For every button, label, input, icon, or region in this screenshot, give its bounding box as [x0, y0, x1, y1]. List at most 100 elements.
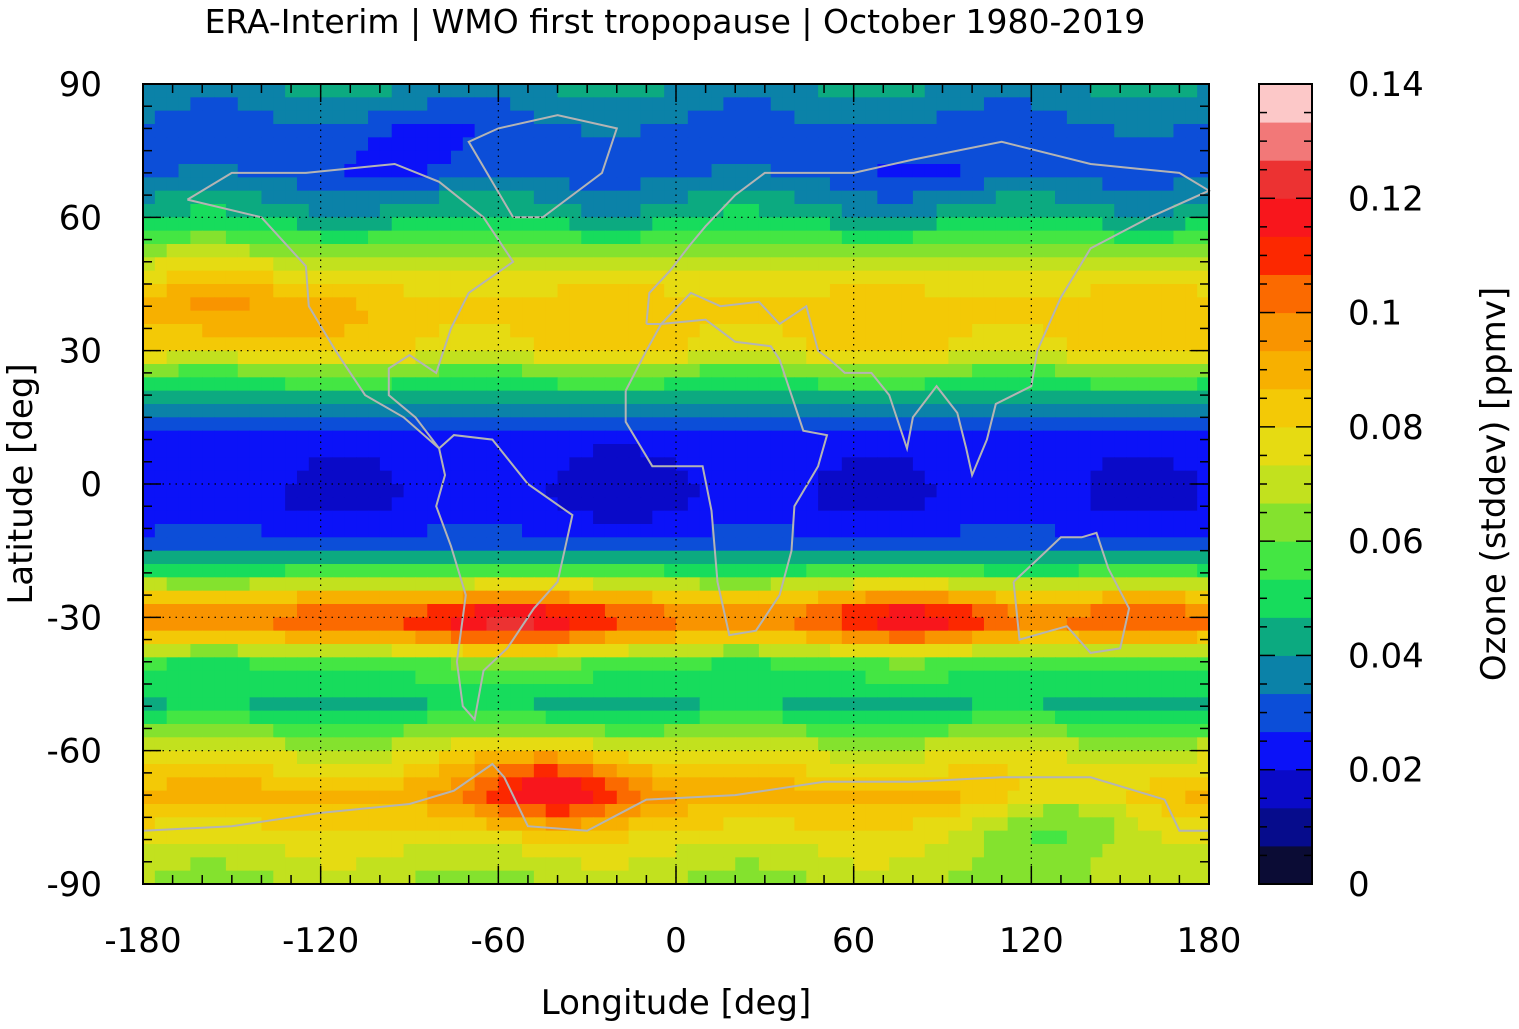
heatmap-cell	[676, 564, 689, 578]
heatmap-cell	[344, 564, 357, 578]
heatmap-cell	[249, 350, 263, 365]
heatmap-cell	[214, 430, 227, 445]
heatmap-cell	[652, 364, 665, 378]
heatmap-cell	[593, 190, 606, 205]
heatmap-cell	[462, 310, 476, 325]
heatmap-cell	[1019, 390, 1032, 405]
heatmap-cell	[711, 230, 724, 245]
heatmap-cell	[261, 790, 274, 805]
heatmap-cell	[143, 217, 156, 232]
heatmap-cell	[522, 150, 535, 165]
heatmap-cell	[640, 470, 653, 485]
heatmap-cell	[391, 550, 405, 565]
heatmap-cell	[368, 550, 381, 565]
heatmap-cell	[474, 470, 488, 485]
heatmap-cell	[853, 177, 867, 192]
heatmap-cell	[1055, 190, 1068, 205]
heatmap-cell	[616, 724, 630, 738]
heatmap-cell	[391, 724, 405, 738]
heatmap-cell	[711, 657, 724, 672]
heatmap-cell	[628, 737, 642, 752]
heatmap-cell	[474, 350, 488, 365]
heatmap-cell	[533, 110, 547, 125]
heatmap-cell	[889, 297, 902, 312]
heatmap-cell	[581, 617, 594, 632]
heatmap-cell	[1007, 230, 1021, 245]
heatmap-cell	[699, 737, 713, 752]
heatmap-cell	[439, 244, 452, 258]
heatmap-cell	[1137, 310, 1151, 325]
heatmap-cell	[1161, 97, 1175, 112]
heatmap-cell	[901, 137, 914, 152]
heatmap-cell	[676, 497, 689, 512]
heatmap-cell	[1078, 417, 1092, 432]
heatmap-cell	[652, 630, 665, 645]
heatmap-cell	[415, 550, 428, 565]
heatmap-cell	[1173, 537, 1186, 552]
heatmap-cell	[853, 204, 867, 218]
heatmap-cell	[924, 510, 938, 525]
heatmap-cell	[249, 257, 263, 272]
heatmap-cell	[1102, 190, 1115, 205]
heatmap-cell	[474, 750, 488, 765]
heatmap-cell	[391, 777, 405, 792]
heatmap-cell	[604, 417, 618, 432]
heatmap-cell	[261, 270, 274, 285]
heatmap-cell	[202, 164, 215, 178]
heatmap-cell	[972, 324, 985, 338]
heatmap-cell	[285, 790, 298, 805]
heatmap-cell	[758, 377, 772, 392]
heatmap-cell	[1102, 510, 1115, 525]
heatmap-cell	[960, 737, 973, 752]
heatmap-cell	[711, 750, 724, 765]
heatmap-cell	[261, 470, 274, 485]
heatmap-cell	[557, 657, 570, 672]
heatmap-cell	[368, 697, 381, 712]
heatmap-cell	[474, 177, 488, 192]
heatmap-cell	[368, 284, 381, 298]
heatmap-cell	[747, 377, 760, 392]
heatmap-cell	[143, 230, 156, 245]
heatmap-cell	[391, 537, 405, 552]
heatmap-cell	[1114, 257, 1127, 272]
heatmap-cell	[214, 630, 227, 645]
heatmap-cell	[806, 164, 819, 178]
heatmap-cell	[983, 297, 997, 312]
heatmap-cell	[581, 284, 594, 298]
heatmap-cell	[901, 537, 914, 552]
heatmap-cell	[960, 617, 973, 632]
heatmap-cell	[1197, 657, 1210, 672]
heatmap-cell	[320, 310, 334, 325]
heatmap-cell	[640, 724, 653, 738]
heatmap-cell	[676, 470, 689, 485]
heatmap-cell	[628, 204, 642, 218]
heatmap-cell	[1173, 657, 1186, 672]
heatmap-cell	[403, 644, 417, 658]
heatmap-cell	[652, 310, 665, 325]
heatmap-cell	[545, 484, 559, 498]
heatmap-cell	[474, 804, 488, 818]
heatmap-cell	[225, 484, 239, 498]
heatmap-cell	[1161, 630, 1175, 645]
heatmap-cell	[332, 110, 345, 125]
heatmap-cell	[1007, 444, 1021, 458]
heatmap-cell	[237, 217, 251, 232]
heatmap-cell	[829, 604, 843, 618]
heatmap-cell	[735, 524, 748, 538]
heatmap-cell	[960, 270, 973, 285]
heatmap-cell	[1161, 297, 1175, 312]
heatmap-cell	[936, 137, 950, 152]
heatmap-cell	[1066, 444, 1080, 458]
heatmap-cell	[344, 537, 357, 552]
heatmap-cell	[616, 537, 630, 552]
heatmap-cell	[154, 550, 168, 565]
heatmap-cell	[664, 577, 677, 592]
heatmap-cell	[533, 124, 547, 138]
heatmap-cell	[143, 417, 156, 432]
heatmap-cell	[865, 804, 878, 818]
heatmap-cell	[1007, 590, 1021, 605]
heatmap-cell	[652, 657, 665, 672]
heatmap-cell	[995, 577, 1009, 592]
heatmap-cell	[735, 150, 748, 165]
heatmap-cell	[652, 697, 665, 712]
